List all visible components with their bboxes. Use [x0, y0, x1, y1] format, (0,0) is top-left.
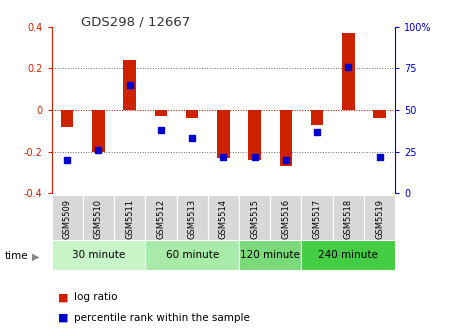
- Text: ▶: ▶: [32, 251, 40, 261]
- Text: GSM5511: GSM5511: [125, 199, 134, 239]
- Bar: [280, 110, 292, 166]
- Bar: [52, 195, 83, 240]
- Text: GSM5519: GSM5519: [375, 199, 384, 239]
- Text: GSM5518: GSM5518: [344, 199, 353, 239]
- Text: 30 minute: 30 minute: [72, 250, 125, 260]
- Text: GSM5509: GSM5509: [63, 199, 72, 239]
- Bar: [186, 110, 198, 118]
- Bar: [333, 195, 364, 240]
- Bar: [92, 110, 105, 152]
- Text: GSM5513: GSM5513: [188, 199, 197, 239]
- Bar: [52, 240, 145, 270]
- Text: percentile rank within the sample: percentile rank within the sample: [74, 312, 250, 323]
- Bar: [123, 60, 136, 110]
- Bar: [311, 110, 323, 125]
- Bar: [114, 195, 145, 240]
- Bar: [145, 240, 239, 270]
- Bar: [217, 110, 229, 158]
- Bar: [342, 33, 355, 110]
- Text: ■: ■: [58, 312, 69, 323]
- Bar: [239, 195, 270, 240]
- Bar: [154, 110, 167, 116]
- Text: ■: ■: [58, 292, 69, 302]
- Bar: [176, 195, 208, 240]
- Text: GSM5517: GSM5517: [313, 199, 321, 239]
- Bar: [208, 195, 239, 240]
- Text: GSM5515: GSM5515: [250, 199, 259, 239]
- Text: GSM5514: GSM5514: [219, 199, 228, 239]
- Bar: [145, 195, 176, 240]
- Bar: [248, 110, 261, 160]
- Text: GSM5516: GSM5516: [282, 199, 291, 239]
- Text: log ratio: log ratio: [74, 292, 118, 302]
- Bar: [61, 110, 74, 127]
- Bar: [373, 110, 386, 118]
- Bar: [301, 195, 333, 240]
- Text: 120 minute: 120 minute: [240, 250, 300, 260]
- Text: GSM5510: GSM5510: [94, 199, 103, 239]
- Text: GDS298 / 12667: GDS298 / 12667: [81, 15, 190, 28]
- Text: time: time: [4, 251, 28, 261]
- Text: 60 minute: 60 minute: [166, 250, 219, 260]
- Bar: [239, 240, 301, 270]
- Bar: [83, 195, 114, 240]
- Bar: [301, 240, 395, 270]
- Bar: [270, 195, 301, 240]
- Text: 240 minute: 240 minute: [318, 250, 378, 260]
- Text: GSM5512: GSM5512: [156, 199, 165, 239]
- Bar: [364, 195, 395, 240]
